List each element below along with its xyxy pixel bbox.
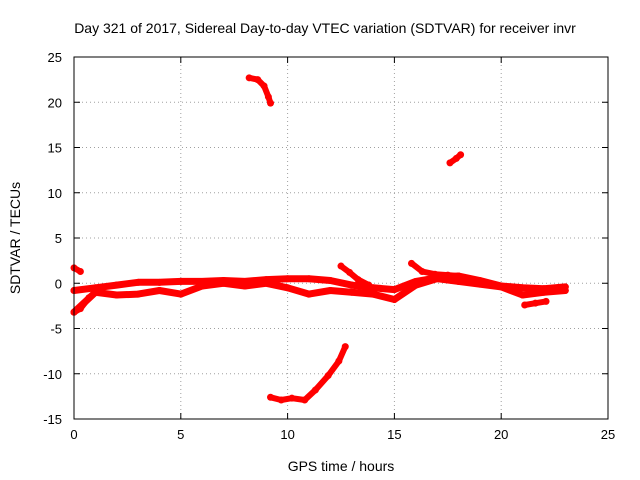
data-point: [561, 286, 569, 294]
data-point: [177, 277, 185, 285]
data-point: [245, 74, 253, 82]
data-point: [457, 151, 465, 159]
data-point: [260, 82, 268, 90]
data-point: [262, 279, 270, 287]
data-point: [497, 283, 505, 291]
series-main-band-lower: [70, 275, 569, 316]
data-point: [407, 259, 415, 267]
data-point: [305, 275, 313, 283]
data-point: [390, 296, 398, 304]
data-point: [76, 305, 84, 313]
data-point: [91, 288, 99, 296]
x-tick-label: 10: [280, 427, 294, 442]
y-tick-label: 15: [48, 141, 62, 156]
data-point: [305, 290, 313, 298]
x-axis-label: GPS time / hours: [288, 458, 395, 474]
y-tick-label: 25: [48, 50, 62, 65]
data-point: [277, 396, 285, 404]
data-point: [341, 343, 349, 351]
data-point: [220, 279, 228, 287]
data-point: [542, 297, 550, 305]
data-point: [311, 386, 319, 394]
data-point: [324, 372, 332, 380]
data-point: [412, 281, 420, 289]
series-layer: [70, 74, 569, 404]
data-point: [326, 277, 334, 285]
data-point: [521, 301, 529, 309]
data-point: [531, 299, 539, 307]
x-tick-label: 5: [177, 427, 184, 442]
data-point: [267, 99, 275, 107]
data-point: [431, 270, 439, 278]
x-tick-label: 25: [601, 427, 615, 442]
data-point: [264, 93, 272, 101]
data-point: [346, 268, 354, 276]
data-point: [198, 282, 206, 290]
data-point: [519, 291, 527, 299]
grid-layer: [74, 57, 608, 419]
x-tick-label: 15: [387, 427, 401, 442]
data-point: [326, 286, 334, 294]
data-point: [155, 286, 163, 294]
y-tick-label: -15: [43, 412, 62, 427]
y-tick-label: 20: [48, 95, 62, 110]
data-point: [254, 76, 262, 84]
data-point: [519, 284, 527, 292]
data-point: [85, 294, 93, 302]
data-point: [348, 288, 356, 296]
data-point: [476, 280, 484, 288]
y-tick-label: 10: [48, 186, 62, 201]
data-point: [134, 290, 142, 298]
data-point: [241, 282, 249, 290]
data-point: [354, 276, 362, 284]
data-point: [113, 291, 121, 299]
data-point: [134, 278, 142, 286]
data-point: [113, 281, 121, 289]
data-point: [446, 159, 454, 167]
series-tail-1245: [338, 263, 372, 289]
data-point: [76, 267, 84, 275]
data-point: [348, 281, 356, 289]
data-point: [177, 290, 185, 298]
data-point: [284, 284, 292, 292]
x-tick-label: 20: [494, 427, 508, 442]
y-tick-label: 0: [55, 276, 62, 291]
data-point: [365, 281, 373, 289]
data-point: [454, 277, 462, 285]
ticks-layer: 0 5 10 15 20 25 -15 -10 -5 0 5 10 15 20 25: [43, 50, 615, 442]
data-point: [540, 288, 548, 296]
data-point: [155, 278, 163, 286]
y-tick-label: -5: [50, 322, 62, 337]
data-point: [337, 262, 345, 270]
data-point: [288, 394, 296, 402]
data-point: [301, 396, 309, 404]
y-axis-label: SDTVAR / TECUs: [7, 182, 23, 294]
y-tick-label: 5: [55, 231, 62, 246]
data-point: [284, 275, 292, 283]
data-point: [267, 393, 275, 401]
data-point: [444, 271, 452, 279]
data-point: [418, 267, 426, 275]
chart-title: Day 321 of 2017, Sidereal Day-to-day VTE…: [74, 20, 576, 36]
data-point: [454, 272, 462, 280]
x-tick-label: 0: [70, 427, 77, 442]
data-point: [369, 290, 377, 298]
y-tick-label: -10: [43, 367, 62, 382]
data-point: [335, 357, 343, 365]
data-point: [390, 286, 398, 294]
